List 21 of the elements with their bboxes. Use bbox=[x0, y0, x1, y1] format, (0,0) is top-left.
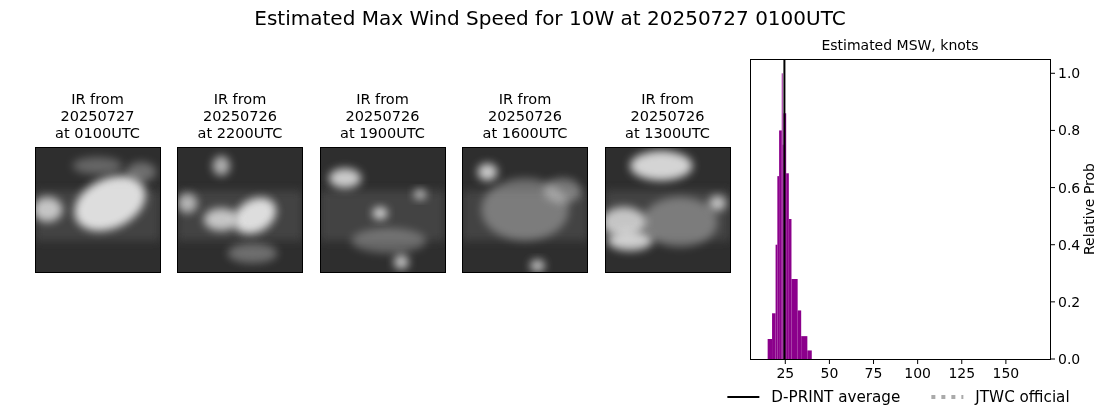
x-tick-label: 150 bbox=[992, 365, 1020, 381]
text: IR from 20250726 at 1600UTC bbox=[482, 91, 568, 141]
x-tick-label: 25 bbox=[776, 365, 795, 381]
text: IR from 20250726 at 2200UTC bbox=[197, 91, 283, 141]
x-tick-label: 100 bbox=[904, 365, 932, 381]
text: IR from 20250726 at 1900UTC bbox=[340, 91, 425, 141]
chart-subtitle: Estimated MSW, knots bbox=[821, 37, 979, 53]
y-tick-label: 0.6 bbox=[1058, 179, 1081, 196]
y-tick-label: 0.0 bbox=[1058, 351, 1081, 367]
y-tick-label: 0.2 bbox=[1058, 293, 1081, 310]
x-tick-label: 75 bbox=[864, 365, 883, 381]
text: IR from 20250727 at 0100UTC bbox=[55, 91, 140, 141]
x-tick-label: 125 bbox=[948, 365, 976, 381]
y-axis-title: Relative Prob bbox=[1081, 162, 1097, 256]
text: Estimated Max Wind Speed for 10W at 20250727 0100UTC bbox=[254, 6, 846, 30]
y-tick-label: 1.0 bbox=[1058, 65, 1081, 82]
y-tick-label: 0.4 bbox=[1058, 236, 1081, 253]
legend-label: D-PRINT average bbox=[771, 388, 901, 406]
x-tick-label: 50 bbox=[820, 365, 839, 381]
text: IR from 20250726 at 1300UTC bbox=[625, 91, 710, 141]
y-tick-label: 0.8 bbox=[1058, 122, 1081, 139]
